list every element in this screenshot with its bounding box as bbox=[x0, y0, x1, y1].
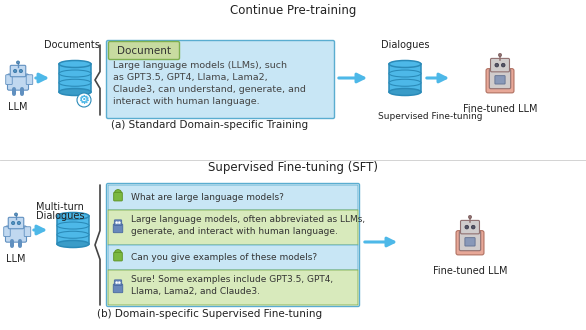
Text: ⚙: ⚙ bbox=[79, 95, 89, 105]
Polygon shape bbox=[389, 64, 421, 92]
Text: Documents: Documents bbox=[44, 40, 100, 50]
Circle shape bbox=[16, 61, 19, 64]
Text: Document: Document bbox=[117, 46, 171, 55]
Polygon shape bbox=[59, 64, 91, 92]
Circle shape bbox=[465, 225, 469, 229]
Ellipse shape bbox=[59, 79, 91, 86]
Circle shape bbox=[114, 189, 121, 197]
Circle shape bbox=[13, 69, 17, 73]
Ellipse shape bbox=[57, 213, 89, 219]
Circle shape bbox=[12, 221, 15, 225]
Text: Supervised Fine-tuning (SFT): Supervised Fine-tuning (SFT) bbox=[208, 161, 378, 174]
FancyBboxPatch shape bbox=[486, 69, 514, 93]
FancyBboxPatch shape bbox=[4, 227, 10, 237]
FancyBboxPatch shape bbox=[114, 252, 122, 261]
Text: Fine-tuned LLM: Fine-tuned LLM bbox=[463, 104, 537, 114]
Ellipse shape bbox=[57, 231, 89, 238]
Ellipse shape bbox=[389, 60, 421, 68]
Ellipse shape bbox=[57, 241, 89, 248]
Text: (a) Standard Domain-specific Training: (a) Standard Domain-specific Training bbox=[111, 120, 309, 130]
FancyBboxPatch shape bbox=[8, 74, 29, 90]
Text: LLM: LLM bbox=[8, 102, 28, 112]
Polygon shape bbox=[57, 216, 89, 244]
FancyBboxPatch shape bbox=[107, 41, 335, 118]
Ellipse shape bbox=[389, 79, 421, 86]
FancyBboxPatch shape bbox=[459, 231, 481, 251]
Text: Multi-turn: Multi-turn bbox=[36, 202, 84, 212]
FancyBboxPatch shape bbox=[24, 227, 30, 237]
Text: Continue Pre-training: Continue Pre-training bbox=[230, 4, 356, 17]
FancyBboxPatch shape bbox=[5, 226, 26, 242]
Text: Dialogues: Dialogues bbox=[36, 211, 84, 221]
Ellipse shape bbox=[389, 70, 421, 77]
Text: ⚙: ⚙ bbox=[79, 93, 90, 107]
Circle shape bbox=[17, 221, 21, 225]
Circle shape bbox=[498, 53, 502, 57]
FancyBboxPatch shape bbox=[108, 270, 358, 305]
FancyBboxPatch shape bbox=[465, 238, 475, 246]
Ellipse shape bbox=[59, 70, 91, 77]
Circle shape bbox=[15, 213, 18, 216]
Text: Fine-tuned LLM: Fine-tuned LLM bbox=[432, 266, 507, 276]
Text: Large language models, often abbreviated as LLMs,
generate, and interact with hu: Large language models, often abbreviated… bbox=[131, 215, 365, 236]
Text: Supervised Fine-tuning: Supervised Fine-tuning bbox=[378, 112, 482, 121]
FancyBboxPatch shape bbox=[113, 224, 122, 233]
Circle shape bbox=[115, 222, 118, 224]
FancyBboxPatch shape bbox=[114, 192, 122, 201]
Circle shape bbox=[115, 281, 118, 284]
Circle shape bbox=[495, 63, 499, 67]
FancyBboxPatch shape bbox=[490, 58, 509, 72]
Text: (b) Domain-specific Supervised Fine-tuning: (b) Domain-specific Supervised Fine-tuni… bbox=[97, 309, 322, 319]
Text: What are large language models?: What are large language models? bbox=[131, 193, 284, 202]
Text: Can you give examples of these models?: Can you give examples of these models? bbox=[131, 253, 317, 262]
Text: Large language models (LLMs), such
as GPT3.5, GPT4, Llama, Lama2,
Claude3, can u: Large language models (LLMs), such as GP… bbox=[113, 61, 306, 107]
FancyBboxPatch shape bbox=[495, 76, 505, 84]
Ellipse shape bbox=[59, 88, 91, 95]
FancyBboxPatch shape bbox=[456, 231, 484, 255]
FancyBboxPatch shape bbox=[10, 65, 26, 77]
Ellipse shape bbox=[57, 222, 89, 229]
FancyBboxPatch shape bbox=[6, 75, 12, 84]
Circle shape bbox=[77, 93, 91, 107]
FancyBboxPatch shape bbox=[107, 183, 359, 307]
FancyBboxPatch shape bbox=[113, 284, 122, 293]
FancyBboxPatch shape bbox=[8, 217, 24, 229]
Circle shape bbox=[19, 69, 22, 73]
Circle shape bbox=[114, 249, 121, 257]
Text: Dialogues: Dialogues bbox=[381, 40, 430, 50]
Ellipse shape bbox=[389, 88, 421, 95]
FancyBboxPatch shape bbox=[114, 220, 122, 225]
FancyBboxPatch shape bbox=[489, 69, 511, 89]
Circle shape bbox=[118, 222, 120, 224]
FancyBboxPatch shape bbox=[26, 75, 33, 84]
Circle shape bbox=[502, 63, 505, 67]
Text: Sure! Some examples include GPT3.5, GPT4,
Llama, Lama2, and Claude3.: Sure! Some examples include GPT3.5, GPT4… bbox=[131, 275, 333, 296]
FancyBboxPatch shape bbox=[108, 42, 179, 59]
Circle shape bbox=[468, 215, 472, 219]
Circle shape bbox=[118, 281, 120, 284]
FancyBboxPatch shape bbox=[108, 185, 358, 210]
FancyBboxPatch shape bbox=[108, 245, 358, 270]
Ellipse shape bbox=[59, 60, 91, 68]
FancyBboxPatch shape bbox=[461, 220, 479, 234]
FancyBboxPatch shape bbox=[114, 280, 122, 285]
Circle shape bbox=[471, 225, 475, 229]
Text: LLM: LLM bbox=[6, 254, 26, 264]
FancyBboxPatch shape bbox=[108, 210, 358, 245]
